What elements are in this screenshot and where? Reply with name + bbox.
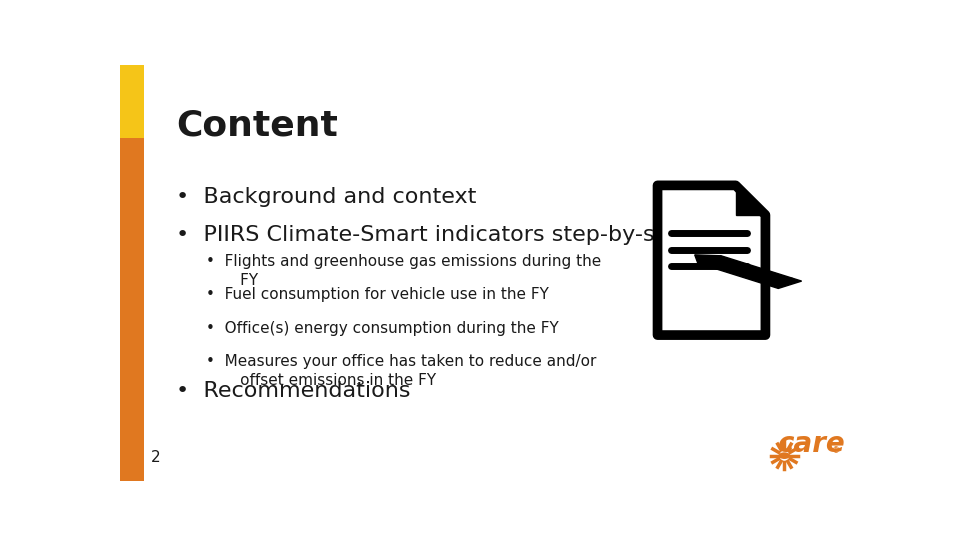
Text: ®: ® bbox=[832, 446, 840, 455]
Polygon shape bbox=[695, 255, 721, 263]
Text: •  Recommendations: • Recommendations bbox=[176, 381, 410, 401]
Text: •  Measures your office has taken to reduce and/or
       offset emissions in th: • Measures your office has taken to redu… bbox=[205, 354, 596, 388]
Text: •  Fuel consumption for vehicle use in the FY: • Fuel consumption for vehicle use in th… bbox=[205, 287, 548, 302]
Text: Content: Content bbox=[176, 109, 338, 143]
Text: •  Background and context: • Background and context bbox=[176, 187, 476, 207]
Polygon shape bbox=[658, 185, 765, 335]
Bar bbox=[120, 138, 144, 481]
Text: care: care bbox=[778, 430, 846, 458]
Text: •  PIIRS Climate-Smart indicators step-by-step: • PIIRS Climate-Smart indicators step-by… bbox=[176, 225, 691, 245]
Circle shape bbox=[779, 453, 790, 459]
Polygon shape bbox=[769, 278, 802, 288]
Polygon shape bbox=[735, 185, 765, 215]
Text: •  Office(s) energy consumption during the FY: • Office(s) energy consumption during th… bbox=[205, 321, 559, 335]
Polygon shape bbox=[698, 256, 792, 286]
Text: •  Flights and greenhouse gas emissions during the
       FY: • Flights and greenhouse gas emissions d… bbox=[205, 254, 601, 288]
Text: 2: 2 bbox=[152, 450, 161, 465]
Bar bbox=[120, 65, 144, 138]
